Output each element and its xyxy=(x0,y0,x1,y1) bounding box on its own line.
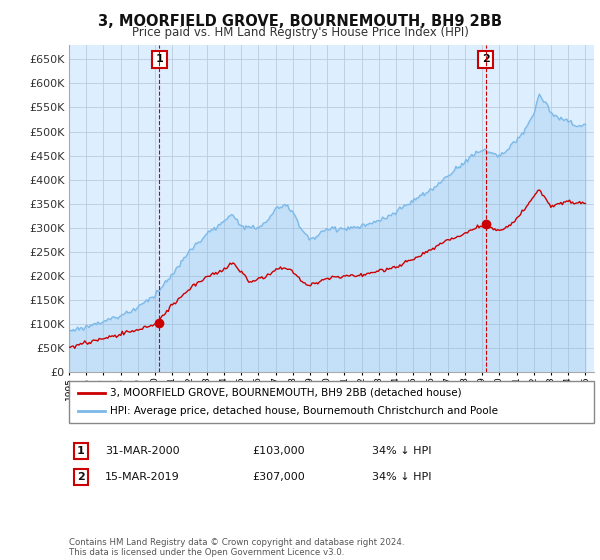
Text: £103,000: £103,000 xyxy=(252,446,305,456)
Text: 15-MAR-2019: 15-MAR-2019 xyxy=(105,472,180,482)
Text: 34% ↓ HPI: 34% ↓ HPI xyxy=(372,472,431,482)
Text: 31-MAR-2000: 31-MAR-2000 xyxy=(105,446,179,456)
Text: 34% ↓ HPI: 34% ↓ HPI xyxy=(372,446,431,456)
Text: Contains HM Land Registry data © Crown copyright and database right 2024.
This d: Contains HM Land Registry data © Crown c… xyxy=(69,538,404,557)
Text: 2: 2 xyxy=(482,54,490,64)
Text: £307,000: £307,000 xyxy=(252,472,305,482)
Text: 3, MOORFIELD GROVE, BOURNEMOUTH, BH9 2BB: 3, MOORFIELD GROVE, BOURNEMOUTH, BH9 2BB xyxy=(98,14,502,29)
Text: Price paid vs. HM Land Registry's House Price Index (HPI): Price paid vs. HM Land Registry's House … xyxy=(131,26,469,39)
Text: 1: 1 xyxy=(155,54,163,64)
Text: 1: 1 xyxy=(77,446,85,456)
Text: 3, MOORFIELD GROVE, BOURNEMOUTH, BH9 2BB (detached house): 3, MOORFIELD GROVE, BOURNEMOUTH, BH9 2BB… xyxy=(110,388,461,398)
Text: HPI: Average price, detached house, Bournemouth Christchurch and Poole: HPI: Average price, detached house, Bour… xyxy=(110,406,498,416)
Text: 2: 2 xyxy=(77,472,85,482)
